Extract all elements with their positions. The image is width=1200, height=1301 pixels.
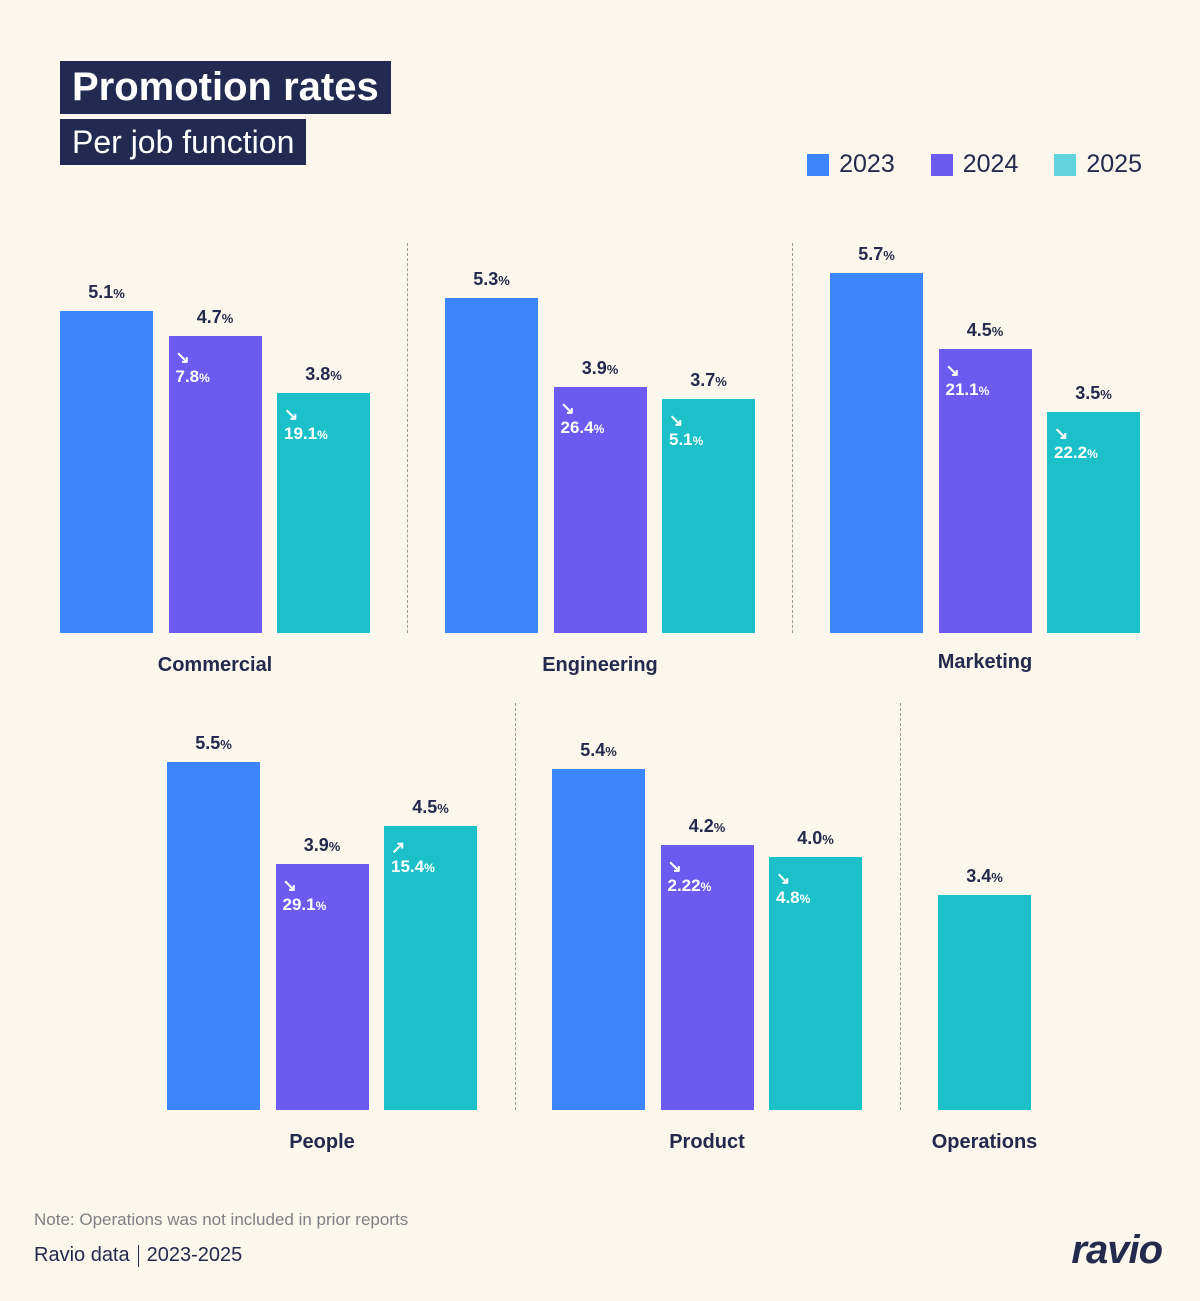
ravio-logo: ravio (1071, 1228, 1163, 1272)
bar-product-2024 (660, 844, 754, 1110)
legend-swatch (807, 153, 830, 176)
change-label: ↘ 19.1% (284, 404, 328, 443)
change-label: ↘ 7.8% (175, 347, 210, 386)
bar-marketing-2025 (1047, 411, 1140, 633)
bar-product-2023 (552, 768, 645, 1110)
bar-people-2023 (167, 762, 260, 1110)
legend-item-2025: 2025 (1054, 150, 1142, 179)
data-label: 3.9% (581, 357, 619, 378)
arrow-down-right-icon: ↘ (667, 856, 682, 876)
category-label: Engineering (542, 654, 658, 676)
bar-operations-2025 (938, 895, 1031, 1110)
category-label: People (289, 1131, 355, 1153)
bar-people-2024 (275, 863, 369, 1110)
arrow-down-right-icon: ↘ (1054, 423, 1069, 443)
group-divider (407, 243, 408, 633)
chart-title: Promotion rates (60, 61, 391, 114)
data-label: 3.4% (966, 866, 1003, 887)
change-label: ↘ 2.22% (667, 856, 712, 895)
arrow-down-right-icon: ↘ (776, 869, 791, 889)
arrow-down-right-icon: ↘ (669, 411, 684, 431)
legend-label: 2024 (962, 150, 1019, 178)
data-label: 4.5% (412, 796, 449, 817)
source-years: 2023-2025 (146, 1244, 243, 1266)
bar-engineering-2023 (445, 298, 538, 633)
data-label: 5.5% (195, 733, 232, 754)
change-label: ↘ 22.2% (1054, 423, 1098, 462)
data-label: 4.2% (688, 815, 726, 836)
bar-people-2025 (384, 825, 477, 1110)
bar-commercial-2025 (277, 392, 370, 633)
arrow-down-right-icon: ↘ (560, 398, 575, 418)
change-label: ↘ 21.1% (945, 360, 990, 399)
change-label: ↘ 5.1% (669, 411, 704, 450)
data-label: 3.5% (1075, 382, 1112, 403)
data-label: 4.5% (966, 319, 1004, 340)
legend-label: 2023 (839, 150, 895, 178)
category-label: Product (669, 1131, 745, 1153)
data-label: 4.7% (196, 306, 234, 327)
arrow-down-right-icon: ↘ (175, 347, 190, 367)
bar-commercial-2024 (168, 335, 262, 633)
data-label: 5.3% (473, 269, 510, 290)
arrow-down-right-icon: ↘ (945, 360, 960, 380)
group-divider (900, 703, 901, 1110)
change-label: ↘ 4.8% (776, 869, 811, 908)
bar-commercial-2023 (60, 310, 153, 633)
data-label: 3.9% (303, 834, 341, 855)
source: Ravio data 2023-2025 (34, 1244, 242, 1267)
change-label: ↘ 29.1% (282, 875, 327, 914)
group-divider (515, 703, 516, 1110)
data-label: 3.8% (305, 363, 342, 384)
bar-engineering-2025 (662, 399, 755, 633)
category-label: Operations (931, 1131, 1038, 1153)
separator (137, 1244, 139, 1267)
category-label: Marketing (937, 651, 1033, 673)
data-label: 4.0% (797, 828, 834, 849)
bar-marketing-2023 (830, 272, 923, 633)
arrow-up-right-icon: ↗ (391, 837, 406, 857)
legend-item-2023: 2023 (807, 150, 895, 179)
category-label: Commercial (157, 654, 273, 676)
change-label: ↗ 15.4% (391, 837, 435, 876)
data-label: 5.1% (88, 281, 125, 302)
legend: 2023 2024 2025 (807, 150, 1142, 179)
data-label: 3.7% (690, 370, 727, 391)
bar-product-2025 (769, 857, 862, 1110)
chart-subtitle: Per job function (60, 119, 307, 165)
data-label: 5.4% (580, 739, 617, 760)
legend-label: 2025 (1086, 150, 1142, 178)
legend-swatch (930, 153, 953, 176)
data-label: 5.7% (858, 243, 895, 264)
bar-engineering-2024 (553, 386, 647, 633)
footnote: Note: Operations was not included in pri… (34, 1210, 409, 1229)
legend-swatch (1054, 153, 1077, 176)
legend-item-2024: 2024 (930, 150, 1019, 179)
source-label: Ravio data (34, 1244, 130, 1266)
change-label: ↘ 26.4% (560, 398, 605, 437)
arrow-down-right-icon: ↘ (282, 875, 297, 895)
bar-marketing-2024 (938, 348, 1032, 633)
group-divider (792, 243, 793, 633)
arrow-down-right-icon: ↘ (284, 404, 299, 424)
